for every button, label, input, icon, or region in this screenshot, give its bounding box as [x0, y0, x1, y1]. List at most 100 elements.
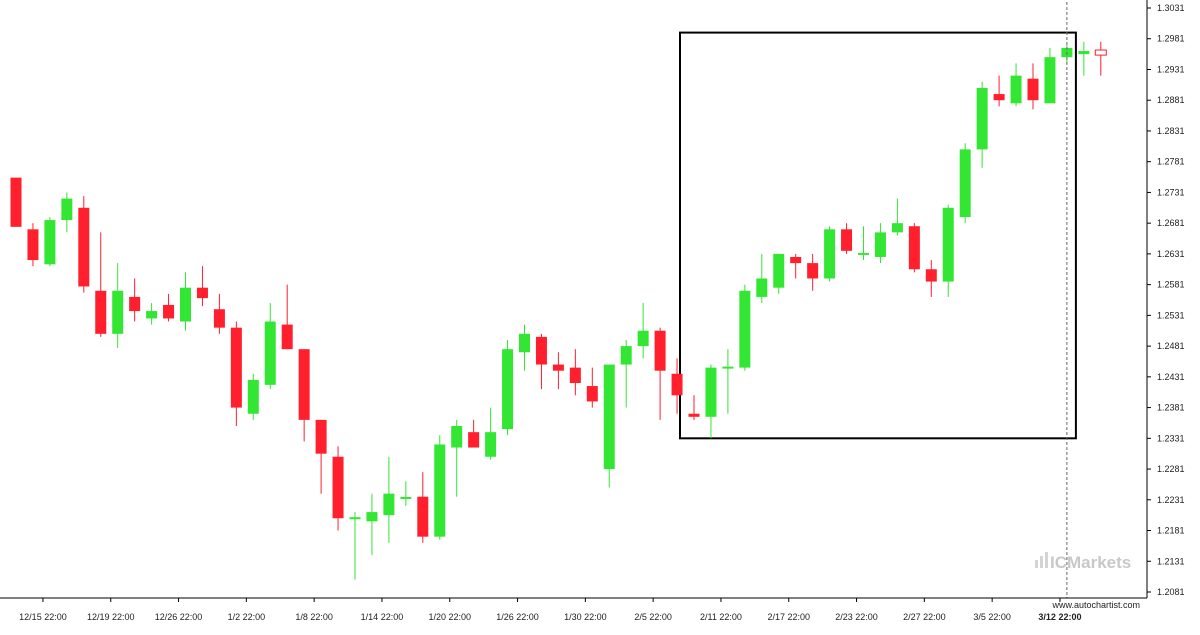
candle-up — [180, 287, 191, 322]
candle-up — [773, 253, 785, 288]
x-tick-label: 2/5 22:00 — [634, 612, 672, 622]
y-tick-label: 1.2781 — [1157, 157, 1185, 167]
candle-down — [688, 413, 700, 417]
y-tick-label: 1.2131 — [1157, 556, 1185, 566]
candle-up — [824, 229, 836, 279]
candle-up — [1010, 75, 1022, 104]
x-tick-label: 1/8 22:00 — [295, 612, 333, 622]
y-tick-label: 1.2681 — [1157, 218, 1185, 228]
y-tick-label: 1.2481 — [1157, 341, 1185, 351]
x-tick-label: 12/19 22:00 — [87, 612, 135, 622]
candle-down — [1027, 78, 1039, 101]
candle-up — [705, 367, 717, 417]
candle-up — [502, 349, 514, 430]
x-tick-label: 2/27 22:00 — [903, 612, 946, 622]
candle-down — [925, 269, 937, 282]
y-axis: 1.3031 1.2981 1.2931 1.2881 1.2831 1.2781 1.27… — [1146, 0, 1185, 598]
y-tick-label: 1.2381 — [1157, 403, 1185, 413]
candle-up — [1044, 57, 1056, 104]
candle-up — [620, 346, 632, 365]
candle-up — [603, 364, 615, 470]
candle-up — [400, 496, 412, 499]
y-tick-label: 1.2281 — [1157, 464, 1185, 474]
candle-down — [586, 386, 598, 402]
candle-up — [485, 432, 497, 457]
y-tick-label: 1.2581 — [1157, 280, 1185, 290]
candle-up — [61, 198, 73, 221]
candle-down — [569, 367, 581, 383]
candle-down — [95, 290, 107, 334]
candle-current-hollow — [1094, 49, 1107, 56]
candles-group — [10, 41, 1107, 580]
candle-up — [959, 149, 971, 218]
candle-up — [366, 512, 378, 522]
candle-up — [383, 493, 395, 516]
candle-down — [908, 226, 920, 270]
candle-down — [417, 496, 429, 537]
y-tick-label: 1.2531 — [1157, 310, 1185, 320]
x-tick-label: 1/14 22:00 — [361, 612, 404, 622]
candle-down — [671, 373, 683, 396]
candle-down — [281, 324, 293, 350]
candle-down — [468, 432, 480, 448]
candle-down — [230, 327, 242, 408]
candle-up — [434, 444, 446, 537]
candle-down — [790, 256, 802, 264]
candle-down — [27, 229, 39, 261]
y-tick-label: 1.2231 — [1157, 495, 1185, 505]
source-label: www.autochartist.com — [1051, 600, 1140, 610]
y-tick-label: 1.2831 — [1157, 126, 1185, 136]
candle-up — [264, 321, 276, 385]
candle-up — [112, 290, 124, 334]
candle-up — [247, 379, 259, 414]
candle-down — [841, 229, 853, 251]
candle-up — [942, 207, 954, 282]
candle-down — [298, 349, 310, 420]
candle-up — [519, 333, 530, 353]
candle-down — [535, 336, 547, 365]
candle-down — [654, 330, 666, 371]
candle-up — [739, 290, 751, 368]
y-tick-label: 1.2631 — [1157, 249, 1185, 259]
candle-down — [213, 309, 225, 328]
brand-text: ICMarkets — [1050, 553, 1131, 572]
candle-down — [163, 304, 175, 319]
x-tick-label: 2/23 22:00 — [835, 612, 878, 622]
pattern-box-group — [679, 31, 1077, 440]
candle-down — [129, 296, 141, 312]
candle-up — [1078, 51, 1090, 55]
x-tick-label: 12/15 22:00 — [19, 612, 67, 622]
x-tick-label: 1/30 22:00 — [564, 612, 607, 622]
candle-down — [10, 177, 22, 227]
y-tick-label: 1.2181 — [1157, 526, 1185, 536]
x-tick-label: 2/11 22:00 — [700, 612, 742, 622]
brand-watermark: ICMarkets — [1035, 552, 1131, 572]
candle-up — [146, 311, 158, 319]
candle-up — [451, 426, 463, 448]
candle-up — [349, 517, 361, 520]
candle-down — [315, 419, 327, 454]
y-tick-label: 1.2431 — [1157, 372, 1185, 382]
y-tick-label: 1.2731 — [1157, 187, 1185, 197]
candle-up — [637, 330, 649, 347]
pattern-box — [679, 31, 1077, 440]
x-tick-label: 1/26 22:00 — [496, 612, 539, 622]
x-tick-label: 3/5 22:00 — [973, 612, 1011, 622]
candle-down — [196, 287, 208, 299]
candle-up — [756, 278, 768, 297]
y-tick-label: 1.2981 — [1157, 34, 1185, 44]
x-tick-label: 1/2 22:00 — [228, 612, 266, 622]
x-axis: 12/15 22:00 12/19 22:00 12/26 22:00 1/2 22:… — [0, 597, 1147, 622]
candle-up — [874, 232, 886, 257]
y-tick-label: 1.2081 — [1157, 587, 1185, 597]
candle-down — [78, 207, 90, 287]
candle-up — [722, 366, 734, 369]
y-tick-label: 1.2331 — [1157, 433, 1185, 443]
candle-down — [552, 364, 564, 371]
y-tick-label: 1.2881 — [1157, 95, 1185, 105]
y-tick-label: 1.2931 — [1157, 64, 1185, 74]
x-tick-label: 3/12 22:00 — [1038, 612, 1081, 622]
candle-up — [44, 220, 56, 265]
